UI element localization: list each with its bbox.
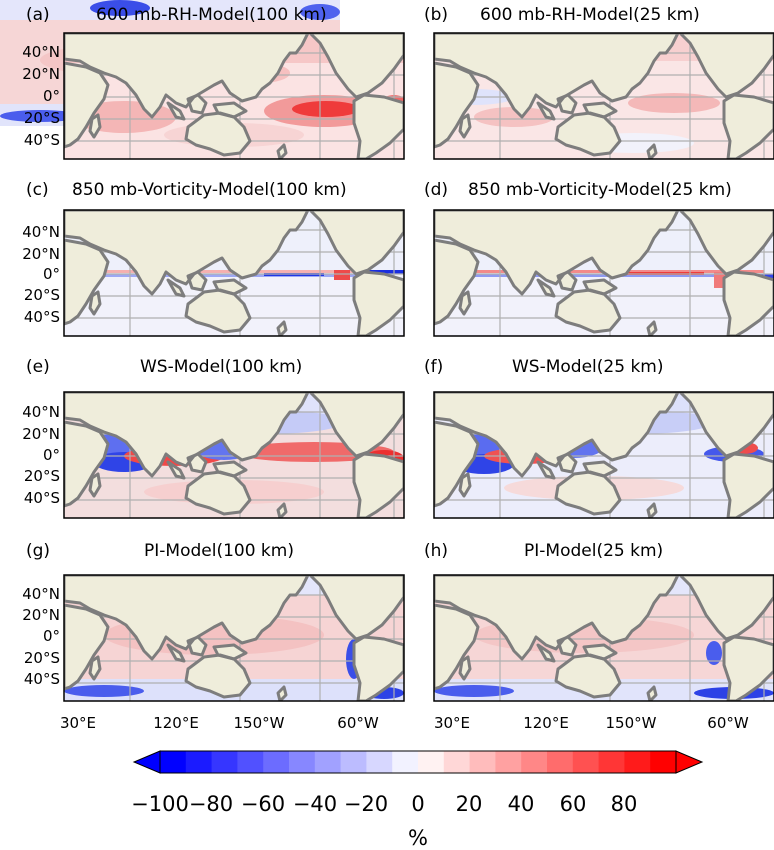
panel-a-title: 600 mb-RH-Model(100 km)	[96, 5, 327, 25]
colorbar-tick: −80	[189, 792, 233, 816]
map-panel-e	[63, 391, 405, 519]
colorbar: −100 −80 −60 −40 −20 0 20 40 60 80 %	[131, 750, 704, 850]
map-panel-f	[433, 391, 774, 519]
colorbar-swatch	[418, 751, 445, 773]
panel-g-letter: (g)	[26, 541, 50, 561]
panel-c-letter: (c)	[26, 180, 49, 200]
lat-labels-row-3: 40°N 20°N 0° 20°S 40°S	[22, 403, 60, 507]
panel-b-letter: (b)	[424, 5, 448, 25]
colorbar-swatch	[572, 751, 600, 773]
panel-f-title: WS-Model(25 km)	[512, 357, 663, 377]
lat-label-20s: 20°S	[24, 649, 60, 667]
lon-label-120e: 120°E	[153, 714, 199, 732]
colorbar-swatch	[366, 751, 393, 773]
lat-label-20s: 20°S	[24, 467, 60, 485]
colorbar-tick: 0	[411, 792, 424, 816]
lat-label-0: 0°	[43, 446, 60, 464]
panel-e-title: WS-Model(100 km)	[140, 357, 302, 377]
colorbar-swatch	[650, 751, 677, 773]
colorbar-swatch	[521, 751, 548, 773]
map-panel-b	[433, 32, 774, 160]
colorbar-tick: −60	[241, 792, 285, 816]
panel-d-title: 850 mb-Vorticity-Model(25 km)	[468, 180, 732, 200]
lat-label-40s: 40°S	[24, 489, 60, 507]
lat-label-20s: 20°S	[24, 286, 60, 304]
lat-labels-row-4: 40°N 20°N 0° 20°S 40°S	[22, 585, 60, 688]
map-panel-d	[433, 209, 774, 337]
lon-label-120e: 120°E	[523, 714, 569, 732]
lat-label-40s: 40°S	[24, 670, 60, 688]
lat-label-40n: 40°N	[22, 403, 60, 421]
lat-label-0: 0°	[43, 627, 60, 645]
colorbar-swatch	[547, 751, 574, 773]
panel-a-letter: (a)	[26, 5, 50, 25]
map-panel-h	[433, 574, 774, 702]
colorbar-swatch	[263, 751, 290, 773]
colorbar-tick: −40	[293, 792, 337, 816]
lat-label-20n: 20°N	[22, 425, 60, 443]
colorbar-swatch	[340, 751, 367, 773]
map-panel-g	[63, 574, 405, 702]
lat-label-20s: 20°S	[24, 109, 60, 127]
panel-c-title: 850 mb-Vorticity-Model(100 km)	[72, 180, 347, 200]
lat-label-40n: 40°N	[22, 223, 60, 241]
panel-f-letter: (f)	[424, 357, 443, 377]
colorbar-unit: %	[408, 826, 428, 850]
map-panel-a	[63, 32, 405, 160]
lon-label-30e: 30°E	[434, 714, 470, 732]
colorbar-swatch	[289, 751, 316, 773]
colorbar-swatch	[443, 751, 471, 773]
lon-label-150w: 150°W	[234, 714, 285, 732]
colorbar-swatch	[211, 751, 238, 773]
colorbar-tick: 80	[611, 792, 638, 816]
colorbar-swatches	[160, 751, 677, 773]
lon-labels-left: 30°E 120°E 150°W 60°W	[60, 714, 379, 732]
lon-label-60w: 60°W	[707, 714, 749, 732]
colorbar-swatch	[314, 751, 342, 773]
colorbar-tick: −20	[344, 792, 388, 816]
panel-titles: (a) 600 mb-RH-Model(100 km) (b) 600 mb-R…	[26, 5, 732, 561]
panel-h-title: PI-Model(25 km)	[524, 541, 663, 561]
colorbar-swatch	[495, 751, 522, 773]
lon-labels-right: 30°E 120°E 150°W 60°W	[434, 714, 749, 732]
map-panel-c	[63, 209, 405, 337]
panel-b-title: 600 mb-RH-Model(25 km)	[480, 5, 700, 25]
panel-g-title: PI-Model(100 km)	[144, 541, 294, 561]
colorbar-tick: 40	[508, 792, 535, 816]
lat-label-20n: 20°N	[22, 245, 60, 263]
lat-label-40n: 40°N	[22, 585, 60, 603]
lat-labels-row-1: 40°N 20°N 0° 20°S 40°S	[22, 43, 60, 149]
colorbar-tick: 20	[456, 792, 483, 816]
panel-e-letter: (e)	[26, 357, 50, 377]
colorbar-outline	[159, 750, 677, 774]
colorbar-swatch	[392, 751, 419, 773]
colorbar-swatch	[469, 751, 496, 773]
lat-label-40n: 40°N	[22, 43, 60, 61]
colorbar-swatch	[624, 751, 651, 773]
lat-label-20n: 20°N	[22, 65, 60, 83]
lon-label-150w: 150°W	[606, 714, 657, 732]
lon-label-60w: 60°W	[337, 714, 379, 732]
colorbar-tick: −100	[131, 792, 189, 816]
colorbar-max-arrow	[675, 750, 704, 774]
colorbar-swatch	[598, 751, 625, 773]
lat-labels-row-2: 40°N 20°N 0° 20°S 40°S	[22, 223, 60, 326]
colorbar-swatch	[160, 751, 187, 773]
colorbar-ticks: −100 −80 −60 −40 −20 0 20 40 60 80	[131, 792, 637, 816]
lat-label-0: 0°	[43, 265, 60, 283]
colorbar-swatch	[237, 751, 264, 773]
lat-label-40s: 40°S	[24, 308, 60, 326]
colorbar-min-arrow	[132, 750, 161, 774]
lat-label-0: 0°	[43, 87, 60, 105]
panel-d-letter: (d)	[424, 180, 448, 200]
lat-label-40s: 40°S	[24, 131, 60, 149]
lon-label-30e: 30°E	[60, 714, 96, 732]
colorbar-swatch	[185, 751, 213, 773]
colorbar-tick: 60	[560, 792, 587, 816]
lat-label-20n: 20°N	[22, 606, 60, 624]
panel-h-letter: (h)	[424, 541, 448, 561]
